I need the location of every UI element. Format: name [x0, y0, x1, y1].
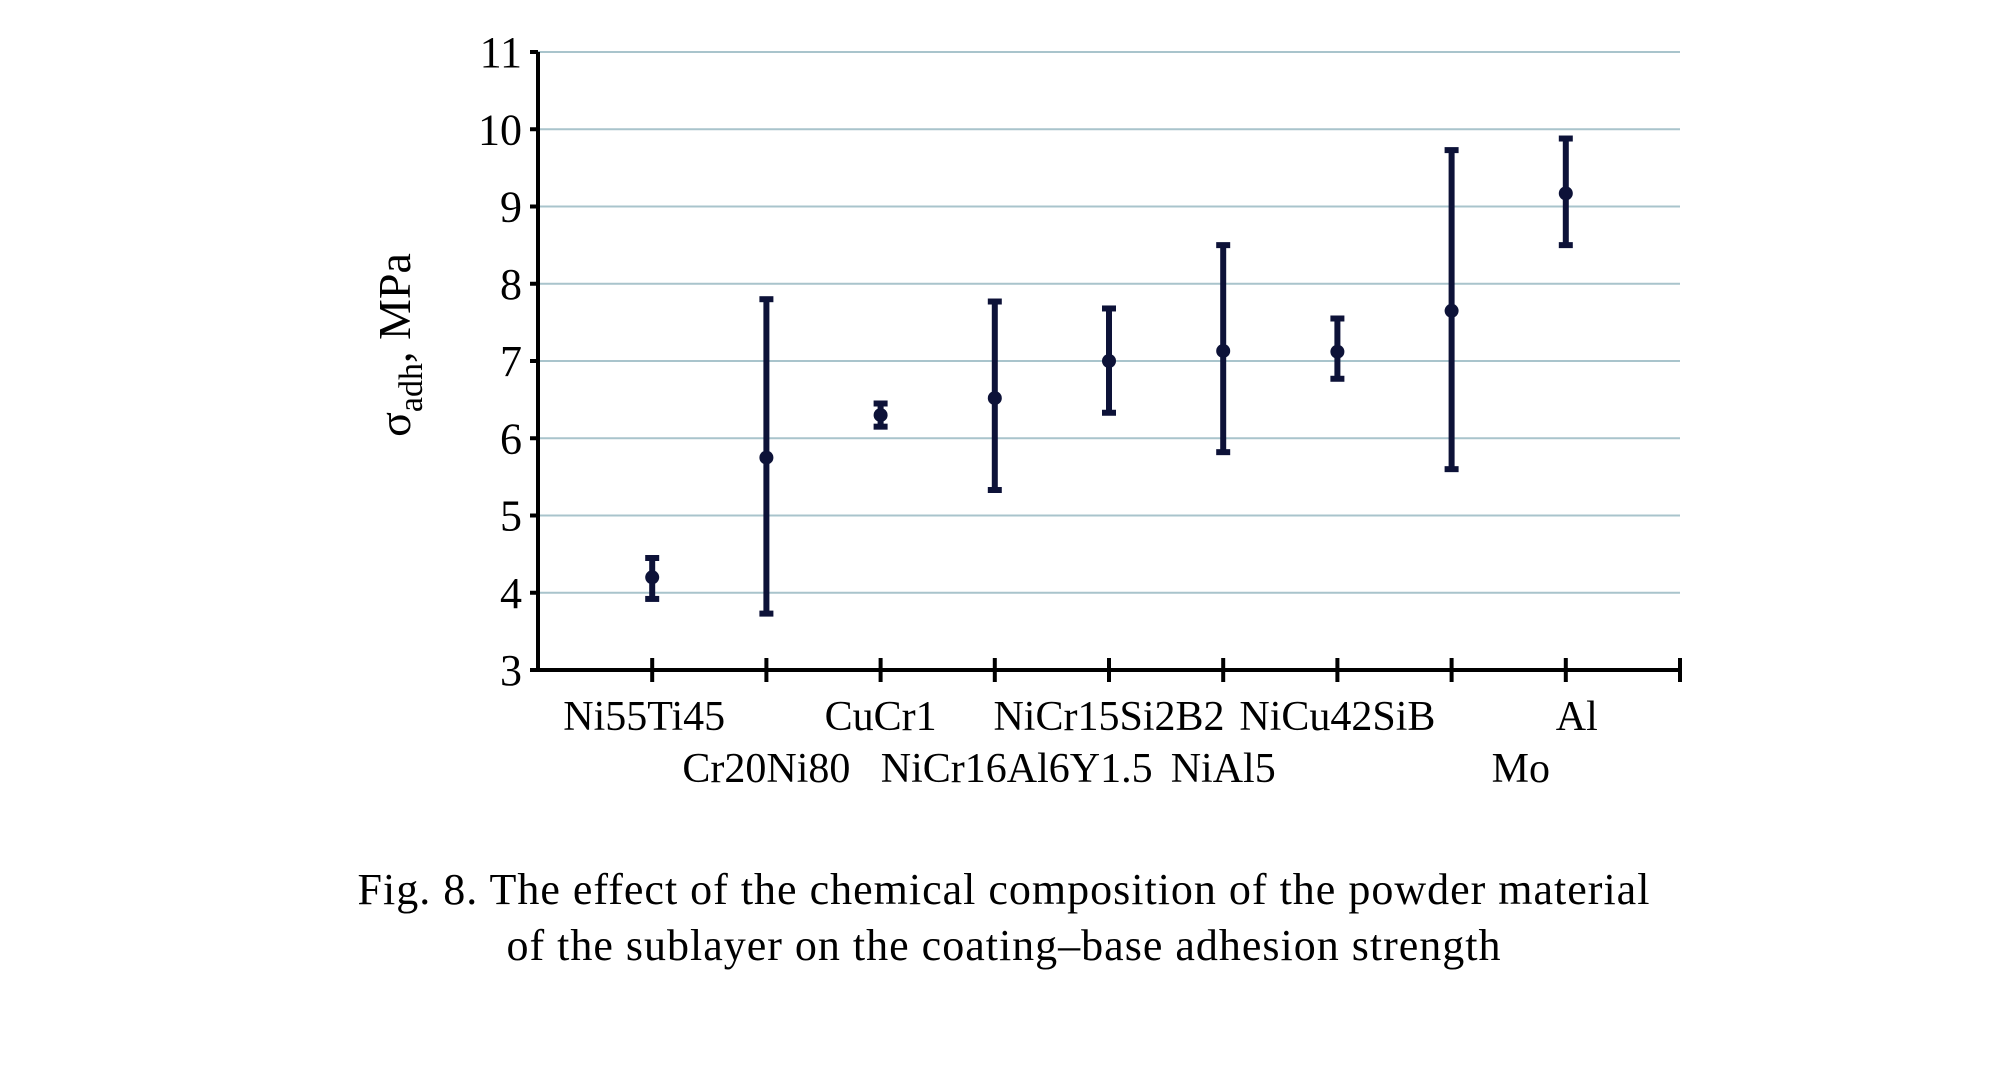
y-tick-label: 4 [500, 569, 522, 618]
y-axis-label: σadh, MPa [369, 253, 430, 437]
x-tick-label: NiCr15Si2B2 [993, 694, 1224, 740]
x-tick-label: Cr20Ni80 [682, 746, 850, 792]
x-tick-label: NiCu42SiB [1239, 694, 1435, 740]
gridlines [538, 51, 1680, 594]
y-tick-label: 3 [500, 646, 522, 695]
y-axis-label-unit: , MPa [369, 253, 420, 363]
y-axis-label-symbol: σ [369, 412, 420, 437]
y-tick-label: 11 [480, 28, 522, 77]
data-point [1330, 344, 1345, 359]
y-tick-label: 8 [500, 260, 522, 309]
y-tick-label: 5 [500, 492, 522, 541]
y-axis-label-subscript: adh [393, 363, 430, 412]
y-tick-label: 7 [500, 337, 522, 386]
x-tick-label: NiAl5 [1171, 746, 1276, 792]
data-point [1558, 186, 1573, 201]
data-point [987, 391, 1002, 406]
x-tick-label: Mo [1492, 746, 1550, 792]
x-tick-labels: Ni55Ti45 Cr20Ni80 CuCr1 NiCr16Al6Y1.5 NiCr15… [563, 694, 1598, 792]
x-tick-label: Ni55Ti45 [563, 694, 725, 740]
y-tick-label: 6 [500, 414, 522, 463]
x-tick-label: Al [1556, 694, 1598, 740]
data-point [873, 408, 888, 423]
data-point [759, 450, 774, 465]
y-tick-label: 10 [478, 105, 522, 154]
data-point [1102, 354, 1116, 368]
x-tick-label: CuCr1 [825, 694, 937, 740]
data-points [645, 186, 1573, 585]
x-tick-label: NiCr16Al6Y1.5 [881, 746, 1153, 792]
figure-caption-line-2: of the sublayer on the coating–base adhe… [506, 921, 1502, 970]
data-point [1444, 303, 1459, 318]
data-point [645, 570, 660, 585]
data-point [1216, 343, 1231, 358]
y-ticks: 3 4 5 6 7 8 9 10 11 [478, 28, 538, 695]
figure-caption-line-1: Fig. 8. The effect of the chemical compo… [357, 865, 1651, 914]
error-bars [645, 135, 1573, 617]
x-ticks [650, 658, 1682, 682]
y-tick-label: 9 [500, 183, 522, 232]
